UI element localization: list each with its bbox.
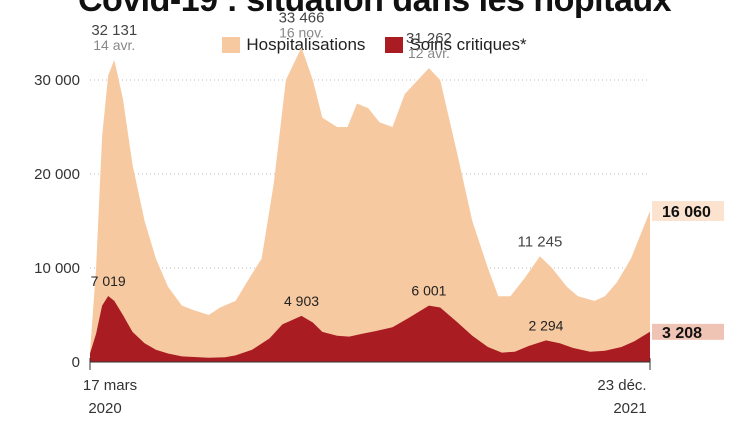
chart-title: Covid-19 : situation dans les hôpitaux (77, 0, 672, 19)
y-tick-label: 10 000 (34, 260, 80, 277)
end-label-hospitalisations: 16 060 (662, 204, 711, 221)
area-hospitalisations (90, 47, 650, 363)
legend-item-soins-critiques: Soins critiques* (385, 35, 527, 55)
y-tick-label: 20 000 (34, 166, 80, 183)
y-tick-label: 0 (72, 354, 80, 371)
annotation-date-hospitalisations: 14 avr. (93, 37, 135, 53)
y-tick-label: 30 000 (34, 72, 80, 89)
x-tick-label-end: 23 déc. (597, 377, 646, 394)
legend-swatch-hospitalisations (222, 37, 241, 53)
annotation-value-hospitalisations: 32 131 (91, 22, 137, 39)
x-tick-label-start-year: 2020 (88, 400, 121, 417)
x-tick-label-end-year: 2021 (613, 400, 646, 417)
x-tick-label-start: 17 mars (83, 377, 137, 394)
annotation-value-hospitalisations: 11 245 (518, 233, 563, 250)
legend-swatch-soins-critiques (385, 37, 404, 53)
area-soins-critiques (90, 296, 650, 362)
annotation-value-soins-critiques: 6 001 (411, 283, 446, 299)
legend-label-soins-critiques: Soins critiques* (409, 35, 527, 54)
end-highlight-soins-critiques (652, 323, 724, 340)
legend: Hospitalisations Soins critiques* (0, 35, 749, 55)
annotation-value-hospitalisations: 33 466 (279, 9, 325, 26)
annotation-value-hospitalisations: 31 262 (406, 30, 452, 47)
end-label-soins-critiques: 3 208 (662, 325, 702, 342)
legend-item-hospitalisations: Hospitalisations (222, 35, 365, 55)
annotation-value-soins-critiques: 2 294 (528, 317, 563, 333)
end-highlight-hospitalisations (652, 201, 724, 222)
annotation-date-hospitalisations: 12 avr. (408, 45, 450, 61)
annotation-value-soins-critiques: 7 019 (91, 273, 126, 289)
annotation-value-soins-critiques: 4 903 (284, 293, 319, 309)
annotation-date-hospitalisations: 16 nov. (279, 24, 324, 40)
legend-label-hospitalisations: Hospitalisations (246, 35, 366, 54)
